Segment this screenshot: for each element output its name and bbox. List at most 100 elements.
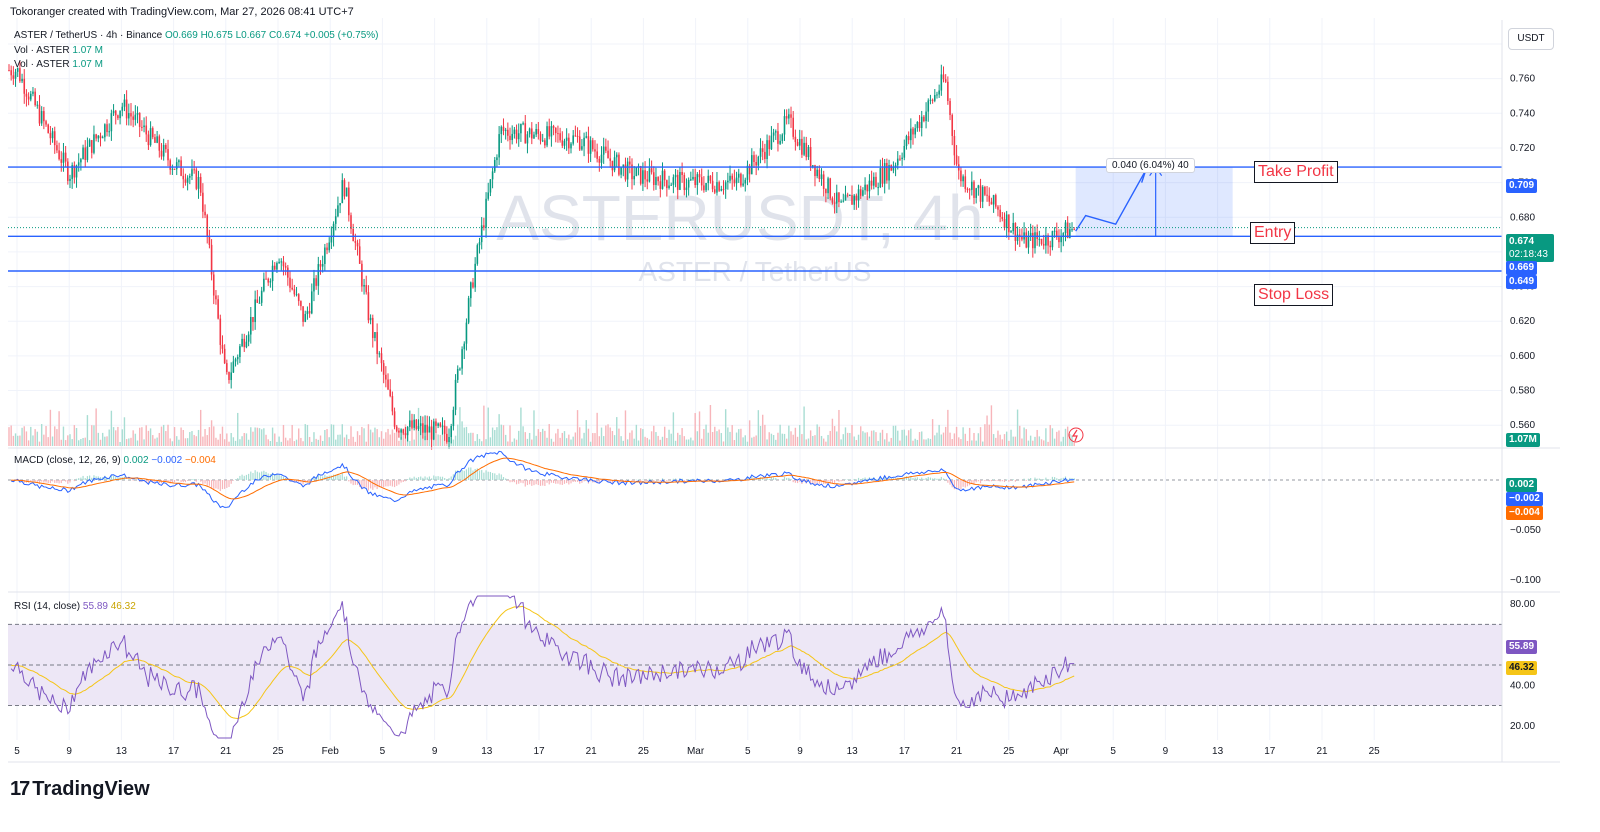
volume-bar	[949, 432, 951, 446]
macd-histogram-bar	[485, 470, 487, 480]
volume-bar	[550, 438, 553, 446]
candle-body	[666, 180, 668, 189]
macd-histogram-bar	[768, 478, 770, 480]
candle-body	[999, 209, 1001, 217]
macd-histogram-bar	[864, 477, 866, 480]
candle-body	[171, 168, 174, 170]
entry-label[interactable]: Entry	[1250, 222, 1296, 244]
time-axis-label: 21	[586, 746, 598, 757]
macd-histogram-bar	[794, 480, 796, 483]
volume-bar	[703, 429, 705, 446]
candle-body	[138, 112, 141, 127]
volume-bar	[783, 433, 786, 446]
candle-body	[498, 134, 500, 158]
candle-body	[700, 177, 703, 186]
macd-histogram-bar	[901, 478, 903, 480]
volume-bar	[435, 431, 437, 446]
candle-body	[441, 425, 444, 427]
macd-histogram-bar	[459, 471, 461, 480]
macd-histogram-bar	[483, 472, 485, 480]
take-profit-label[interactable]: Take Profit	[1254, 161, 1338, 183]
volume-legend-2[interactable]: Vol · ASTER 1.07 M	[14, 59, 103, 70]
volume-bar	[441, 424, 444, 446]
macd-histogram-bar	[518, 480, 520, 484]
candle-body	[607, 150, 609, 159]
candle-body	[896, 158, 899, 166]
candle-body	[478, 242, 481, 246]
volume-bar	[633, 438, 635, 446]
currency-selector[interactable]: USDT	[1508, 28, 1554, 50]
candle-body	[297, 294, 300, 302]
macd-histogram-bar	[67, 480, 69, 484]
macd-histogram-bar	[237, 478, 239, 480]
candle-body	[341, 180, 344, 204]
long-position-tool[interactable]	[1068, 165, 1233, 443]
volume-bar	[738, 429, 740, 446]
volume-bar	[862, 431, 864, 446]
macd-histogram-bar	[640, 480, 642, 482]
candle-body	[435, 421, 437, 426]
volume-bar	[88, 440, 91, 446]
macd-legend[interactable]: MACD (close, 12, 26, 9) 0.002 −0.002 −0.…	[14, 455, 216, 466]
stop-loss-label[interactable]: Stop Loss	[1254, 284, 1334, 306]
volume-bar	[228, 441, 230, 446]
macd-histogram-bar	[712, 480, 714, 481]
candle-body	[659, 181, 662, 189]
macd-axis-label: −0.100	[1510, 575, 1541, 586]
volume-bar	[67, 435, 69, 446]
candle-body	[291, 287, 293, 290]
candle-body	[609, 158, 612, 161]
macd-histogram-bar	[718, 480, 720, 481]
candle-body	[618, 154, 620, 175]
candle-body	[951, 115, 954, 137]
volume-bar	[938, 424, 940, 446]
volume-bar	[733, 440, 736, 446]
macd-histogram-bar	[849, 479, 851, 480]
volume-bar	[156, 437, 158, 446]
macd-histogram-bar	[341, 472, 343, 480]
candle-body	[890, 165, 893, 171]
macd-histogram-bar	[910, 476, 912, 480]
volume-bar	[1047, 441, 1049, 446]
candle-body	[430, 426, 433, 440]
candle-body	[162, 145, 165, 157]
candle-body	[764, 151, 766, 160]
tradingview-logo[interactable]: 17 TradingView	[10, 778, 150, 801]
rsi-legend[interactable]: RSI (14, close) 55.89 46.32	[14, 601, 136, 612]
macd-histogram-bar	[923, 478, 925, 480]
macd-histogram-bar	[884, 476, 886, 480]
macd-histogram-bar	[879, 476, 881, 480]
candle-body	[674, 174, 677, 178]
symbol-legend[interactable]: ASTER / TetherUS · 4h · Binance O0.669 H…	[14, 30, 379, 41]
macd-axis-label: −0.050	[1510, 525, 1541, 536]
candle-body	[711, 180, 714, 190]
candle-body	[554, 127, 557, 134]
volume-bar	[78, 440, 80, 446]
macd-histogram-bar	[631, 480, 633, 483]
candle-body	[822, 174, 825, 189]
candle-body	[180, 160, 182, 176]
candle-body	[944, 79, 947, 82]
volume-bar	[520, 407, 522, 446]
macd-histogram-bar	[988, 480, 990, 482]
candle-body	[918, 122, 921, 128]
volume-bar	[387, 428, 389, 446]
candle-body	[199, 176, 202, 193]
volume-bar	[507, 441, 509, 446]
macd-histogram-bar	[1008, 480, 1010, 482]
volume-bar	[280, 441, 282, 446]
candle-body	[942, 74, 945, 80]
candle-body	[402, 429, 405, 434]
volume-bar	[210, 420, 213, 446]
candle-body	[249, 317, 252, 335]
candle-body	[64, 152, 67, 162]
candle-body	[395, 426, 398, 431]
candle-body	[34, 91, 36, 106]
macd-histogram-bar	[803, 480, 805, 482]
candle-body	[920, 116, 923, 128]
volume-legend-1[interactable]: Vol · ASTER 1.07 M	[14, 45, 103, 56]
macd-histogram-bar	[505, 478, 507, 480]
macd-histogram-bar	[132, 480, 134, 481]
candle-body	[809, 146, 812, 167]
